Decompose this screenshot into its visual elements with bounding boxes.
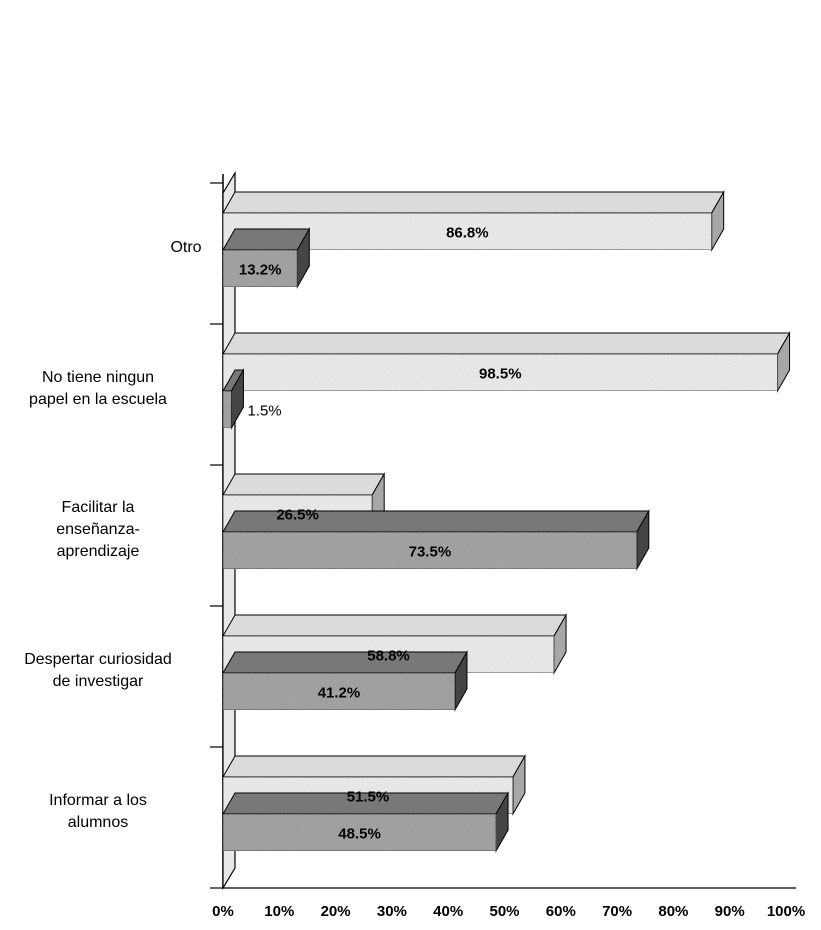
category-label: Otro xyxy=(170,239,201,256)
x-tick-label: 50% xyxy=(489,903,519,920)
x-tick-label: 70% xyxy=(602,903,632,920)
data-label: 48.5% xyxy=(338,826,381,843)
category-label-line: aprendizaje xyxy=(57,543,140,560)
data-label: 51.5% xyxy=(347,789,390,806)
category-label-line: Despertar curiosidad xyxy=(24,651,172,668)
category-label-line: papel en la escuela xyxy=(29,391,167,408)
bar-front-face xyxy=(222,353,779,392)
bar-top-face xyxy=(222,191,725,214)
bar-front-face xyxy=(222,390,232,429)
data-label: 41.2% xyxy=(318,685,361,702)
bar-front-face xyxy=(222,813,497,852)
bar xyxy=(222,791,509,853)
x-tick-label: 40% xyxy=(433,903,463,920)
data-label: 73.5% xyxy=(409,544,452,561)
bar-front-face xyxy=(222,531,638,570)
bar xyxy=(222,331,791,393)
category-label: Facilitar la enseñanza-aprendizaje xyxy=(56,499,140,560)
category-label-line: Informar a los xyxy=(49,792,147,809)
bar-top-face xyxy=(222,228,311,251)
bar-top-face xyxy=(222,473,386,496)
category-label-line: Otro xyxy=(170,239,201,256)
data-label: 1.5% xyxy=(247,403,281,420)
data-label: 13.2% xyxy=(239,262,282,279)
category-label-line: enseñanza- xyxy=(56,521,140,538)
labels-layer: 0% 10% 20% 30% 40% 50% 60% 70% 80% 90% 100% 86.8% 13… xyxy=(24,225,805,921)
bar-top-face xyxy=(222,755,526,778)
x-tick-label: 10% xyxy=(264,903,294,920)
bar-front-face xyxy=(222,672,456,711)
bar xyxy=(222,650,468,712)
x-tick-label: 20% xyxy=(321,903,351,920)
bar-top-face xyxy=(222,651,468,674)
bar xyxy=(222,368,245,430)
bar-front-face xyxy=(222,249,298,288)
category-label-line: alumnos xyxy=(68,814,128,831)
bar-top-face xyxy=(222,332,791,355)
bar-top-face xyxy=(222,614,567,637)
data-label: 26.5% xyxy=(276,507,319,524)
x-tick-label: 80% xyxy=(658,903,688,920)
category-label-line: Facilitar la xyxy=(62,499,135,516)
data-label: 58.8% xyxy=(367,648,410,665)
x-tick-label: 100% xyxy=(767,903,805,920)
x-tick-label: 0% xyxy=(212,903,234,920)
bar xyxy=(222,509,650,571)
x-tick-label: 90% xyxy=(715,903,745,920)
category-label-line: No tiene ningun xyxy=(42,369,154,386)
category-label-line: de investigar xyxy=(53,673,144,690)
x-tick-label: 60% xyxy=(546,903,576,920)
x-tick-label: 30% xyxy=(377,903,407,920)
bar xyxy=(222,227,311,289)
bars-layer xyxy=(222,190,791,853)
category-label: No tiene ningun papel en la escuela xyxy=(29,369,167,408)
category-label: Despertar curiosidad de investigar xyxy=(24,651,172,690)
category-label: Informar a los alumnos xyxy=(49,792,147,831)
data-label: 98.5% xyxy=(479,366,522,383)
data-label: 86.8% xyxy=(446,225,489,242)
